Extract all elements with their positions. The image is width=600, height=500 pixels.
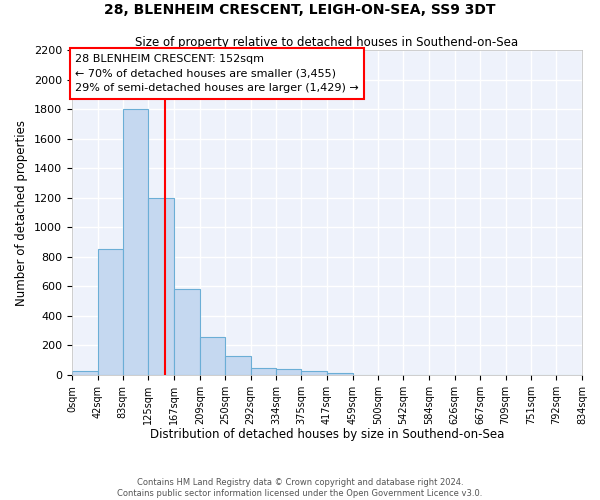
Bar: [174, 290, 200, 375]
Text: 28 BLENHEIM CRESCENT: 152sqm
← 70% of detached houses are smaller (3,455)
29% of: 28 BLENHEIM CRESCENT: 152sqm ← 70% of de…: [75, 54, 359, 94]
Bar: [98, 250, 123, 375]
Text: 28, BLENHEIM CRESCENT, LEIGH-ON-SEA, SS9 3DT: 28, BLENHEIM CRESCENT, LEIGH-ON-SEA, SS9…: [104, 2, 496, 16]
Bar: [276, 369, 301, 375]
Bar: [72, 372, 98, 375]
Bar: [301, 372, 327, 375]
X-axis label: Distribution of detached houses by size in Southend-on-Sea: Distribution of detached houses by size …: [150, 428, 504, 442]
Y-axis label: Number of detached properties: Number of detached properties: [16, 120, 28, 306]
Bar: [123, 109, 148, 375]
Bar: [327, 373, 353, 375]
Bar: [200, 336, 225, 375]
Title: Size of property relative to detached houses in Southend-on-Sea: Size of property relative to detached ho…: [136, 36, 518, 49]
Bar: [148, 198, 174, 375]
Bar: [225, 356, 251, 375]
Text: Contains HM Land Registry data © Crown copyright and database right 2024.
Contai: Contains HM Land Registry data © Crown c…: [118, 478, 482, 498]
Bar: [251, 368, 276, 375]
